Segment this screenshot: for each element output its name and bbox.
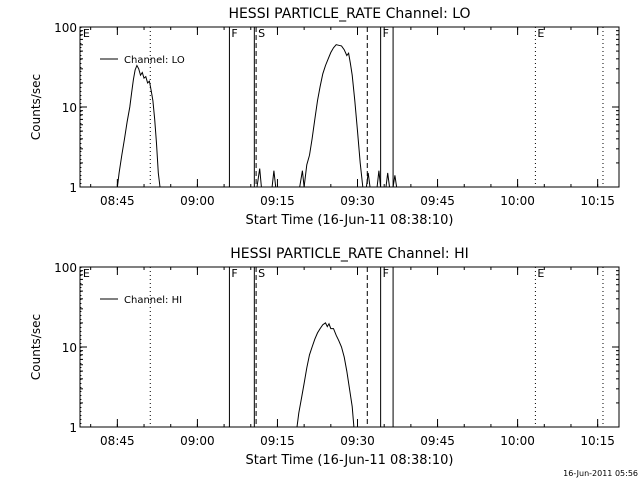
y-tick-label: 1: [69, 421, 77, 435]
event-marker-label: S: [258, 27, 265, 40]
series-line: [385, 172, 390, 187]
y-axis-label: Counts/sec: [29, 314, 43, 380]
x-tick-label: 09:00: [180, 194, 215, 208]
y-tick-label: 100: [54, 261, 77, 275]
event-marker-label: E: [537, 27, 544, 40]
chart-title: HESSI PARTICLE_RATE Channel: HI: [230, 246, 468, 262]
series-line: [116, 64, 161, 187]
x-tick-label: 10:00: [500, 434, 535, 448]
event-marker-label: E: [537, 267, 544, 280]
y-tick-label: 10: [62, 101, 77, 115]
event-marker-label: F: [383, 27, 389, 40]
panel-hi: HESSI PARTICLE_RATE Channel: HI 1 10 100 Cou…: [29, 246, 620, 468]
x-tick-label: 09:30: [340, 434, 375, 448]
series-line: [256, 168, 262, 187]
plot-frame: [79, 266, 620, 428]
panel-lo: HESSI PARTICLE_RATE Channel: LO 1 10 100 Cou…: [29, 6, 620, 228]
series-line: [296, 322, 355, 427]
series-line: [365, 172, 371, 187]
x-tick-label: 10:15: [580, 194, 615, 208]
footer-timestamp: 16-Jun-2011 05:56: [563, 469, 638, 478]
x-tick-label: 09:30: [340, 194, 375, 208]
x-tick-label: 08:45: [100, 434, 135, 448]
event-marker-label: F: [231, 267, 237, 280]
x-tick-label: 09:45: [420, 434, 455, 448]
y-axis-label: Counts/sec: [29, 74, 43, 140]
x-tick-label: 08:45: [100, 194, 135, 208]
x-tick-label: 09:00: [180, 434, 215, 448]
series-line: [299, 170, 305, 187]
series-line: [271, 170, 277, 187]
series-line: [392, 175, 398, 187]
x-tick-label: 10:00: [500, 194, 535, 208]
series-line: [376, 170, 382, 187]
plot-frame: [79, 26, 620, 188]
x-tick-label: 09:45: [420, 194, 455, 208]
chart-title: HESSI PARTICLE_RATE Channel: LO: [228, 6, 470, 22]
x-axis-label: Start Time (16-Jun-11 08:38:10): [246, 453, 454, 468]
x-tick-label: 09:15: [260, 434, 295, 448]
y-tick-label: 100: [54, 21, 77, 35]
event-marker-label: F: [383, 267, 389, 280]
legend-entry: Channel: LO: [124, 55, 185, 66]
x-tick-label: 09:15: [260, 194, 295, 208]
y-tick-label: 1: [69, 181, 77, 195]
event-marker-label: F: [231, 27, 237, 40]
y-tick-label: 10: [62, 341, 77, 355]
event-marker-label: S: [258, 267, 265, 280]
x-tick-label: 10:15: [580, 434, 615, 448]
event-marker-label: E: [83, 267, 90, 280]
event-marker-label: E: [83, 27, 90, 40]
x-axis-label: Start Time (16-Jun-11 08:38:10): [246, 213, 454, 228]
legend-entry: Channel: HI: [124, 295, 182, 306]
series-line: [303, 44, 364, 187]
